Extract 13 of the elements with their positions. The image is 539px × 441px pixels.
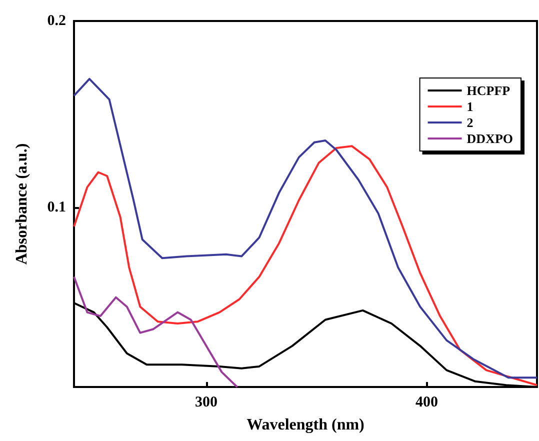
line-series (73, 78, 538, 379)
x-tick-label: 400 (416, 394, 438, 410)
legend-label: DDXPO (466, 131, 513, 146)
x-axis-title: Wavelength (nm) (246, 416, 364, 434)
legend-label: HCPFP (466, 83, 510, 98)
line-series (73, 276, 238, 388)
legend-label: 1 (466, 99, 474, 114)
legend-label: 2 (466, 115, 474, 130)
x-tick-label: 300 (195, 394, 218, 410)
line-series (73, 145, 538, 386)
y-tick-label: 0.2 (47, 13, 66, 29)
y-axis-title: Absorbance (a.u.) (14, 143, 30, 265)
y-tick-label: 0.1 (47, 200, 66, 216)
